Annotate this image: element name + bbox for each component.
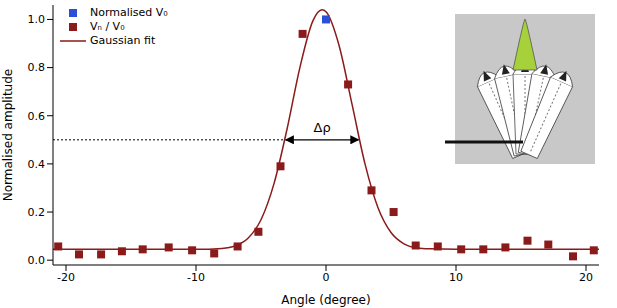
html-text:Gaussian fit: Gaussian fit — [90, 34, 156, 47]
svg-text:0.6: 0.6 — [28, 110, 46, 123]
svg-text:0.2: 0.2 — [28, 206, 46, 219]
svg-text:10: 10 — [449, 271, 463, 284]
html-text:Normalised V₀: Normalised V₀ — [90, 6, 168, 19]
svg-text:0.0: 0.0 — [28, 254, 46, 267]
svg-text:Δρ: Δρ — [314, 120, 331, 135]
svg-text:20: 20 — [579, 271, 593, 284]
svg-text:1.0: 1.0 — [28, 13, 46, 26]
svg-text:Angle (degree): Angle (degree) — [281, 293, 370, 307]
html-text:Vₙ / V₀: Vₙ / V₀ — [90, 20, 125, 33]
svg-text:0.4: 0.4 — [28, 158, 46, 171]
svg-text:0: 0 — [323, 271, 330, 284]
svg-text:-10: -10 — [187, 271, 205, 284]
svg-text:Normalised amplitude: Normalised amplitude — [1, 69, 15, 201]
svg-text:-20: -20 — [57, 271, 75, 284]
svg-text:0.8: 0.8 — [28, 61, 46, 74]
